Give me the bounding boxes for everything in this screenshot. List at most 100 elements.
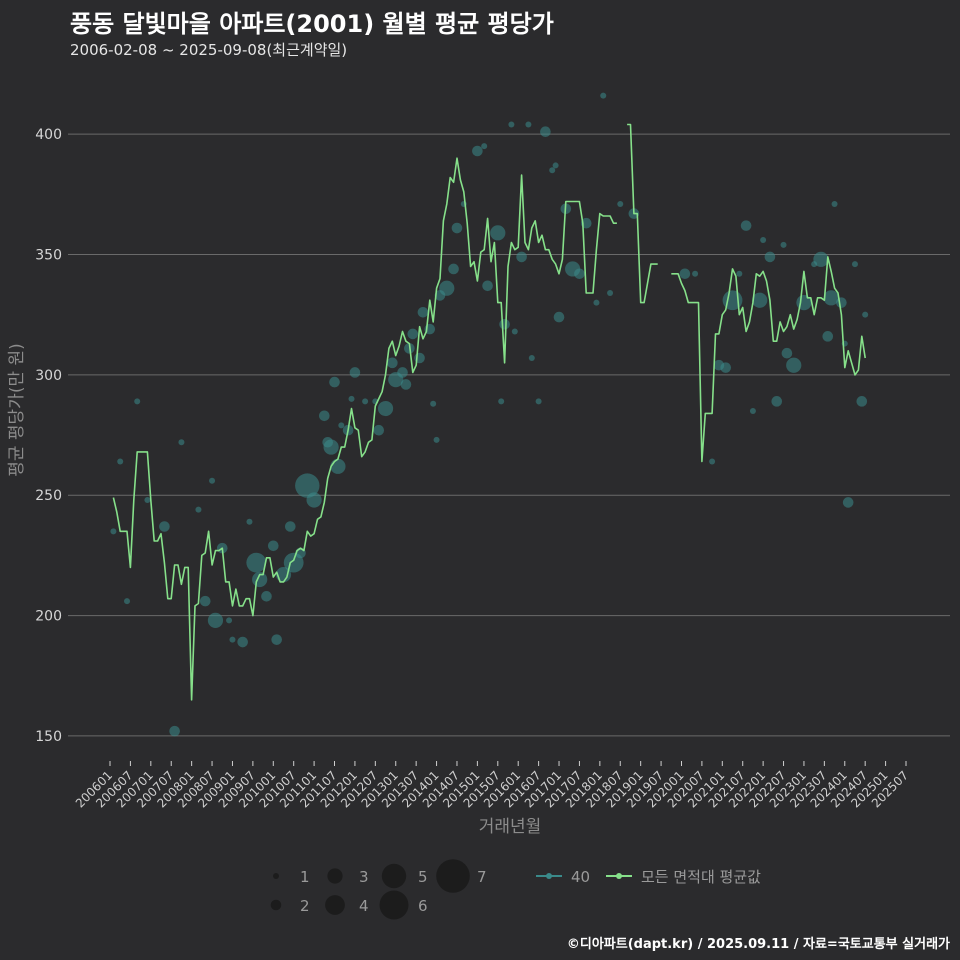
y-tick-label-400: 400 [35,127,62,143]
bubble-point-103 [831,200,838,207]
bubble-point-19 [261,591,272,602]
y-tick-label-300: 300 [35,368,62,384]
bubble-point-9 [199,595,211,607]
legend: 1 2 3 4 5 6 7 40 모든 면적대 평균값 [270,859,761,920]
bubble-point-13 [226,617,233,624]
bubble-point-50 [430,400,437,407]
bubble-point-55 [451,222,463,234]
legend-bubble-label: 40 [571,868,590,886]
source-caption: ©디아파트(dapt.kr) / 2025.09.11 / 자료=국토교통부 실… [566,937,950,952]
bubble-point-72 [553,311,565,323]
bubble-point-1 [117,458,124,465]
chart-subtitle: 2006-02-08 ~ 2025-09-08(최근계약일) [70,41,348,59]
bubble-point-65 [516,251,527,263]
bubble-point-11 [207,612,224,628]
bubble-point-14 [229,636,236,643]
legend-size-swatch-7 [436,859,470,893]
bubble-point-88 [736,270,743,277]
bubble-point-17 [246,552,267,573]
legend-size-swatch-4 [325,895,345,915]
x-axis-ticks: 2006012006072007012007072008012008072009… [73,761,911,811]
bubble-point-6 [169,725,180,737]
bubble-point-106 [842,497,854,508]
y-tick-label-200: 200 [35,609,62,625]
bubble-point-54 [448,263,459,275]
bubble-point-51 [433,436,440,443]
bubble-point-26 [295,473,320,498]
bubble-point-108 [856,396,868,407]
bubble-point-20 [267,540,279,552]
line-segment-0 [112,157,617,701]
bubble-point-67 [528,355,535,362]
bubble-point-78 [600,92,607,99]
bubble-point-63 [508,121,515,128]
legend-size-label-4: 4 [359,897,369,915]
bubble-point-59 [482,280,493,292]
legend-bubble-swatch [546,873,552,879]
bubble-point-70 [549,167,556,174]
bubble-point-7 [178,439,185,446]
legend-size-label-2: 2 [300,897,310,915]
y-axis-ticks: 150 200 250 300 350 400 [35,127,62,745]
y-tick-label-250: 250 [35,488,62,504]
bubble-point-102 [823,290,839,306]
bubble-point-94 [771,396,783,407]
legend-size-swatch-6 [379,890,409,920]
bubble-point-84 [709,458,716,465]
bubble-point-23 [284,521,296,532]
bubble-point-31 [329,376,340,388]
legend-size-swatch-2 [270,899,282,911]
bubble-point-86 [720,362,732,373]
bubble-point-101 [822,331,834,342]
legend-size-label-7: 7 [477,868,487,886]
bubble-point-4 [144,497,151,504]
bubble-point-96 [781,347,793,359]
bubble-point-91 [752,292,768,308]
line-series [112,123,866,701]
bubble-point-95 [780,241,787,248]
line-segment-2 [671,256,866,463]
bubble-point-75 [574,268,585,280]
bubble-point-10 [209,477,216,484]
bubble-point-2 [124,598,131,605]
bubble-point-69 [540,126,551,138]
legend-line-marker [616,873,622,879]
bubble-point-41 [387,357,398,369]
bubble-point-79 [607,290,614,297]
bubble-point-68 [535,398,542,405]
bubble-point-36 [349,367,361,378]
bubble-point-5 [159,521,170,532]
bubble-point-77 [593,299,600,306]
bubble-point-97 [786,357,802,373]
bubble-point-37 [362,398,369,405]
bubble-point-109 [862,311,869,318]
bubble-point-33 [338,422,345,429]
bubble-point-46 [407,328,419,340]
bubble-point-100 [813,251,829,267]
y-tick-label-150: 150 [35,729,62,745]
bubble-point-58 [481,143,488,150]
bubble-point-28 [319,410,330,422]
bubble-point-8 [195,506,202,513]
bubble-point-64 [511,328,518,335]
bubble-point-27 [306,492,322,508]
legend-size-label-6: 6 [418,897,428,915]
legend-line-label: 모든 면적대 평균값 [641,868,761,886]
bubble-point-60 [490,225,506,241]
x-axis-title: 거래년월 [479,817,542,837]
legend-size-swatch-1 [273,873,279,879]
legend-size-label-5: 5 [418,868,428,886]
bubble-point-35 [348,395,355,402]
y-tick-label-350: 350 [35,248,62,264]
bubble-point-39 [373,424,385,436]
bubble-point-90 [749,407,756,414]
bubble-point-57 [472,145,483,157]
bubble-point-62 [499,319,510,330]
bubble-point-71 [552,162,559,169]
bubble-point-32 [330,458,346,474]
legend-size-label-1: 1 [300,868,310,886]
bubble-point-83 [692,270,699,277]
bubble-point-15 [237,636,248,648]
bubble-point-0 [110,528,117,535]
